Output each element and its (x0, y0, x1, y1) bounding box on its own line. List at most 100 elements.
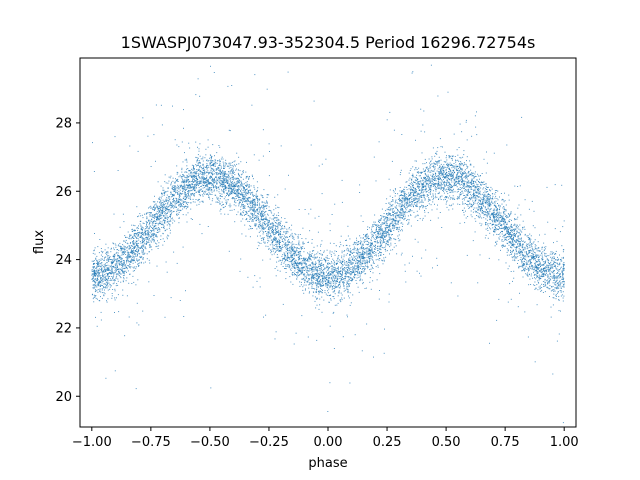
data-point (239, 202, 241, 203)
data-point (178, 218, 180, 219)
data-point (314, 296, 316, 298)
data-point (201, 178, 203, 180)
data-point (470, 184, 472, 186)
data-point (180, 204, 182, 206)
data-point (428, 158, 430, 160)
data-point (152, 209, 154, 211)
data-point (138, 225, 139, 227)
data-point (553, 274, 555, 276)
data-point (326, 267, 327, 269)
data-point (95, 270, 97, 271)
data-point (553, 276, 555, 278)
data-point (359, 263, 361, 265)
data-point (375, 241, 377, 242)
data-point (440, 188, 442, 190)
data-point (341, 297, 343, 299)
data-point (206, 168, 208, 170)
data-point (170, 218, 172, 220)
data-point (557, 269, 559, 271)
data-point (292, 235, 294, 237)
data-point (237, 193, 239, 195)
data-point (473, 182, 475, 184)
data-point (257, 199, 259, 200)
data-point (375, 246, 376, 248)
data-point (479, 182, 481, 184)
data-point (393, 210, 395, 212)
data-point (206, 163, 208, 165)
data-point (555, 295, 557, 297)
data-point (558, 333, 560, 335)
data-point (559, 282, 561, 284)
data-point (176, 262, 178, 264)
data-point (374, 244, 376, 246)
data-point (381, 242, 383, 244)
data-point (97, 269, 99, 271)
data-point (390, 249, 392, 251)
data-point (275, 248, 277, 250)
data-point (348, 295, 349, 297)
data-point (98, 264, 100, 266)
data-point (376, 237, 377, 239)
data-point (425, 186, 427, 188)
data-point (372, 256, 374, 258)
data-point (376, 224, 378, 226)
data-point (531, 264, 532, 266)
data-point (431, 156, 433, 158)
data-point (175, 203, 177, 205)
data-point (525, 265, 527, 267)
data-point (555, 268, 557, 270)
data-point (221, 186, 223, 188)
data-point (487, 223, 488, 225)
data-point (497, 225, 499, 227)
data-point (102, 279, 104, 281)
data-point (109, 286, 111, 288)
data-point (254, 224, 256, 226)
data-point (526, 235, 528, 237)
data-point (176, 180, 178, 182)
data-point (443, 180, 445, 182)
data-point (472, 172, 474, 174)
data-point (535, 278, 537, 280)
data-point (149, 222, 151, 224)
data-point (122, 248, 124, 250)
data-point (347, 265, 349, 267)
data-point (184, 177, 186, 179)
data-point (295, 261, 296, 263)
data-point (371, 248, 373, 250)
data-point (483, 213, 485, 215)
data-point (448, 157, 450, 159)
data-point (372, 259, 374, 261)
data-point (153, 217, 155, 218)
data-point (353, 251, 355, 253)
data-point (267, 214, 269, 216)
data-point (137, 150, 139, 152)
data-point (109, 276, 111, 277)
data-point (158, 227, 160, 228)
data-point (166, 224, 168, 226)
data-point (459, 194, 461, 196)
data-point (205, 148, 207, 150)
data-point (228, 165, 230, 167)
data-point (499, 207, 501, 209)
data-point (462, 175, 463, 177)
data-point (189, 185, 191, 187)
data-point (128, 261, 130, 263)
data-point (393, 208, 394, 210)
data-point (177, 192, 179, 194)
data-point (160, 210, 162, 211)
data-point (222, 174, 224, 176)
data-point (562, 291, 564, 293)
data-point (266, 200, 267, 202)
data-point (475, 187, 477, 189)
data-point (466, 186, 467, 188)
data-point (198, 174, 200, 175)
data-point (355, 263, 357, 264)
data-point (348, 297, 350, 299)
data-point (101, 297, 103, 299)
data-point (555, 277, 557, 279)
data-point (110, 279, 112, 281)
data-point (320, 284, 322, 286)
data-point (497, 203, 498, 204)
data-point (380, 220, 382, 222)
data-point (353, 255, 355, 257)
